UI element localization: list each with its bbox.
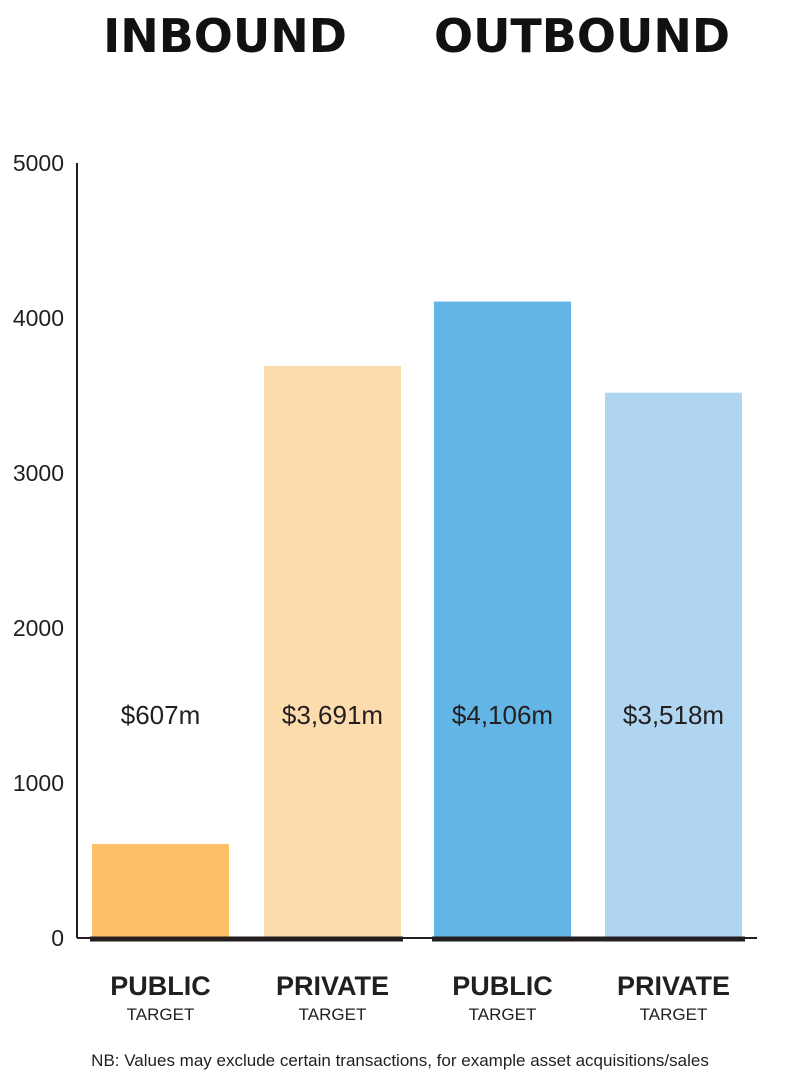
y-tick-label: 0: [51, 925, 64, 951]
bar-inbound-private: [264, 365, 401, 938]
category-label: PUBLIC: [452, 971, 553, 1001]
category-sublabel: TARGET: [640, 1005, 708, 1024]
category-label: PRIVATE: [617, 971, 730, 1001]
y-tick-label: 2000: [13, 615, 64, 641]
category-sublabel: TARGET: [127, 1005, 195, 1024]
value-label: $607m: [121, 700, 201, 730]
bar-outbound-public: [434, 301, 571, 938]
category-label: PRIVATE: [276, 971, 389, 1001]
group-heading-outbound: OUTBOUND: [434, 9, 730, 63]
value-label: $3,518m: [623, 700, 724, 730]
bar-inbound-public: [92, 843, 229, 938]
y-tick-label: 1000: [13, 770, 64, 796]
value-label: $3,691m: [282, 700, 383, 730]
footnote: NB: Values may exclude certain transacti…: [91, 1051, 709, 1070]
y-tick-label: 3000: [13, 460, 64, 486]
category-sublabel: TARGET: [469, 1005, 537, 1024]
group-heading-inbound: INBOUND: [103, 9, 347, 63]
y-tick-label: 5000: [13, 150, 64, 176]
category-label: PUBLIC: [110, 971, 211, 1001]
y-tick-label: 4000: [13, 305, 64, 331]
value-label: $4,106m: [452, 700, 553, 730]
bar-outbound-private: [605, 392, 742, 939]
category-sublabel: TARGET: [299, 1005, 367, 1024]
